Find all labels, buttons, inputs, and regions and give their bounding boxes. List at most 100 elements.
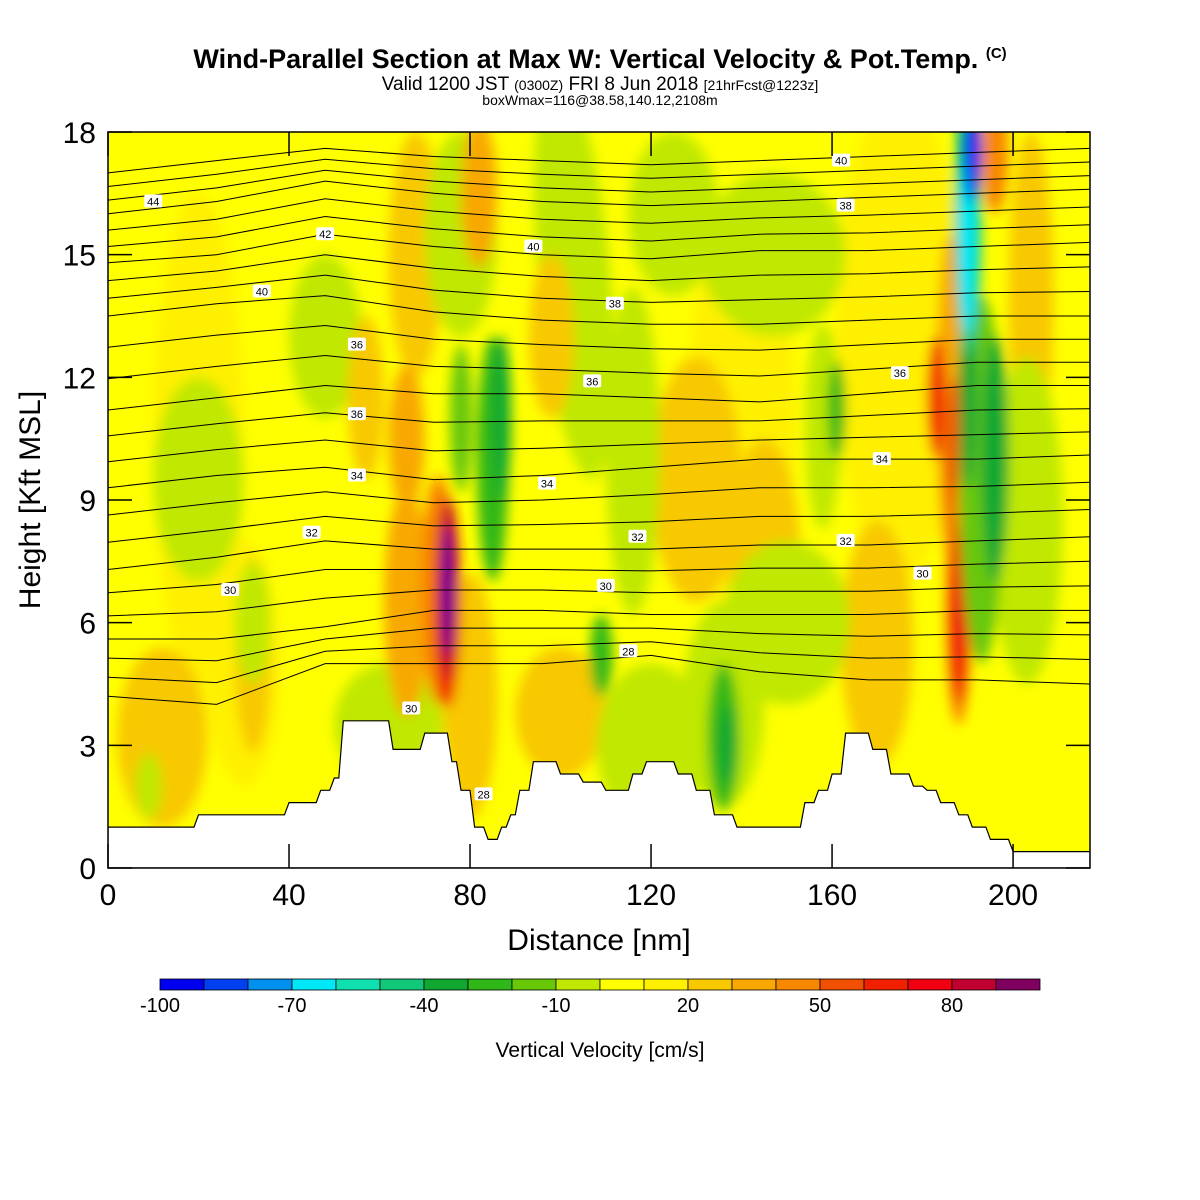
plot-area: [108, 132, 1090, 868]
colorbar-tick-label: 50: [809, 995, 831, 1017]
contour-label: 34: [351, 470, 363, 482]
x-axis-label: Distance [nm]: [507, 924, 690, 957]
velocity-cell: [990, 356, 1063, 684]
contour-label-bg: [836, 533, 855, 547]
theta-contour-line: [108, 354, 1090, 380]
velocity-cell: [153, 377, 244, 582]
y-tick-label: 3: [79, 730, 96, 763]
velocity-cell: [718, 704, 738, 787]
velocity-cell: [347, 316, 385, 480]
box-info: boxWmax=116@38.58,140.12,2108m: [482, 92, 718, 108]
x-tick-label: 200: [988, 879, 1038, 912]
contour-label-bg: [583, 374, 602, 388]
theta-contour-line: [108, 147, 1090, 174]
colorbar-tick-label: -70: [278, 995, 307, 1017]
colorbar-swatch: [599, 978, 645, 991]
colorbar-tick-label: 20: [677, 995, 699, 1017]
contour-label: 30: [600, 581, 612, 593]
x-tick-label: 120: [626, 879, 676, 912]
velocity-cell: [492, 336, 511, 500]
velocity-cell: [981, 336, 1009, 582]
colorbar-swatch: [291, 978, 337, 991]
theta-contour-line: [108, 454, 1090, 489]
velocity-field: [117, 132, 1063, 828]
colorbar-swatch: [247, 978, 293, 991]
contour-label: 32: [840, 536, 852, 548]
contour-label-bg: [316, 227, 335, 241]
colorbar-swatch: [687, 978, 733, 991]
colorbar-swatch: [863, 978, 909, 991]
x-tick-label: 40: [272, 879, 305, 912]
contour-label-bg: [402, 701, 421, 715]
y-tick-label: 0: [79, 853, 96, 886]
velocity-cell: [927, 336, 946, 460]
x-tick-label: 160: [807, 879, 857, 912]
theta-contour-line: [108, 180, 1090, 215]
contour-label: 30: [916, 569, 928, 581]
contour-label-bg: [628, 529, 647, 543]
contour-label: 40: [527, 241, 539, 253]
contour-label-bg: [524, 239, 543, 253]
theta-contour-line: [108, 408, 1090, 437]
theta-contour-line: [108, 609, 1090, 640]
theta-contour-line: [108, 431, 1090, 463]
colorbar-swatch: [951, 978, 997, 991]
colorbar-tick-label: 80: [941, 995, 963, 1017]
contour-label: 34: [541, 479, 553, 491]
contour-label: 30: [405, 704, 417, 716]
velocity-cell: [589, 614, 613, 697]
velocity-cell: [966, 132, 978, 173]
colorbar-swatch: [511, 978, 557, 991]
x-tick-label: 80: [453, 879, 486, 912]
contour-label: 32: [631, 532, 643, 544]
velocity-cell: [289, 254, 362, 419]
colorbar-tick-label: -100: [140, 995, 180, 1017]
velocity-cell: [605, 287, 661, 615]
contour-label: 30: [224, 585, 236, 597]
contour-label-bg: [347, 407, 366, 421]
contour-label-bg: [619, 644, 638, 658]
theta-contour-line: [108, 509, 1090, 543]
valid-time: Valid 1200 JST (0300Z) FRI 8 Jun 2018 [2…: [0, 74, 1200, 96]
contour-label: 40: [256, 286, 268, 298]
velocity-cell: [234, 561, 271, 685]
contour-label-bg: [347, 468, 366, 482]
contour-label-bg: [890, 366, 909, 380]
valid-fcst: [21hrFcst@1223z]: [703, 77, 819, 93]
colorbar-swatch: [731, 978, 777, 991]
colorbar-swatch: [467, 978, 513, 991]
y-tick-label: 9: [79, 485, 96, 518]
theta-contour-line: [108, 536, 1090, 570]
y-tick-label: 6: [79, 608, 96, 641]
velocity-cell: [135, 753, 163, 819]
y-tick-label: 18: [63, 117, 96, 150]
theta-contour-line: [108, 198, 1090, 231]
contour-label: 36: [586, 376, 598, 388]
theta-contour-line: [108, 627, 1090, 662]
velocity-cell: [827, 360, 846, 460]
velocity-cell: [700, 172, 846, 337]
contour-label-bg: [832, 153, 851, 167]
theta-contour-line: [108, 560, 1090, 594]
colorbar-label: Vertical Velocity [cm/s]: [496, 1039, 705, 1062]
colorbar-swatch: [555, 978, 601, 991]
velocity-cell: [117, 647, 208, 828]
copyright-mark: (C): [985, 45, 1007, 62]
theta-contour-line: [108, 295, 1090, 325]
velocity-cell: [836, 132, 964, 582]
contour-label: 28: [477, 789, 489, 801]
contour-label-bg: [605, 296, 624, 310]
velocity-cell: [841, 520, 914, 766]
contour-label-bg: [221, 582, 240, 596]
y-axis-label: Height [Kft MSL]: [14, 391, 47, 609]
colorbar-swatch: [379, 978, 425, 991]
contour-label-bg: [836, 198, 855, 212]
terrain: [108, 720, 1090, 868]
contour-label: 38: [609, 299, 621, 311]
colorbar-swatch: [335, 978, 381, 991]
velocity-cell: [515, 647, 606, 779]
velocity-cell: [449, 344, 473, 492]
title-text: Wind-Parallel Section at Max W: Vertical…: [193, 44, 979, 74]
contour-label-bg: [913, 566, 932, 580]
theta-contour-line: [108, 233, 1090, 264]
